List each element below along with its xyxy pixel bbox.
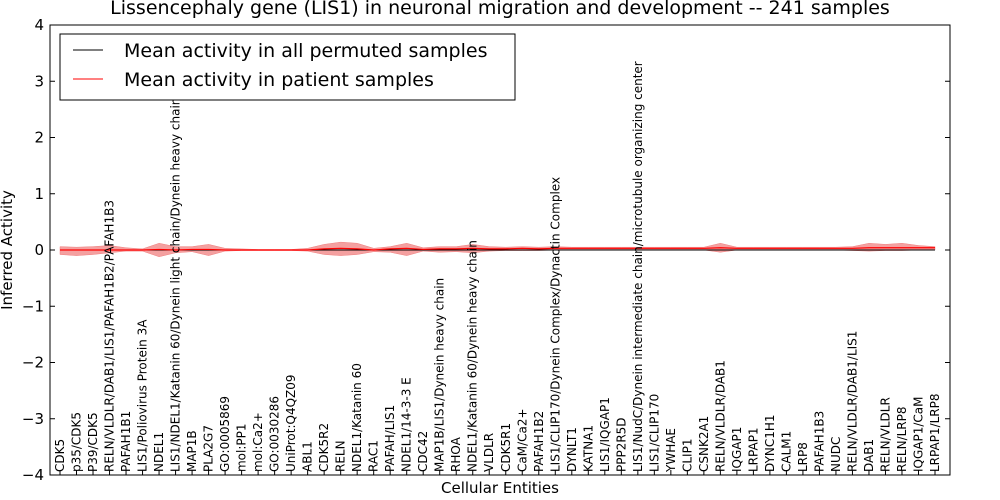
- y-tick-label: −2: [22, 354, 44, 372]
- x-category-label: LRPAP1/LRP8: [928, 393, 942, 472]
- y-axis-title: Inferred Activity: [0, 190, 16, 310]
- x-category-label: RELN/LRP8: [895, 406, 909, 472]
- x-category-label: MAP1B/LIS1/Dynein heavy chain: [433, 278, 447, 472]
- y-tick-label: 1: [34, 185, 44, 203]
- x-category-label: CDK5: [53, 439, 67, 472]
- x-category-label: RELN/VLDLR: [878, 397, 892, 472]
- x-category-label: PAFAH1B1: [119, 411, 133, 472]
- series-line-group: [60, 247, 935, 251]
- x-category-label: PLA2G7: [202, 425, 216, 472]
- x-category-label: RELN/VLDLR/DAB1: [713, 360, 727, 472]
- patient-mean-line: [60, 247, 935, 251]
- x-category-label: mol:PP1: [235, 423, 249, 472]
- x-category-label: MAP1B: [185, 430, 199, 472]
- x-category-label: IQGAP1: [730, 427, 744, 472]
- x-category-label: LIS1/NDEL1/Katanin 60/Dynein light chain…: [169, 98, 183, 472]
- x-category-label: PPP2R5D: [614, 417, 628, 472]
- x-category-label: LIS1/Poliovirus Protein 3A: [136, 319, 150, 472]
- x-category-label: GO:0005869: [218, 396, 232, 472]
- y-tick-label: −4: [22, 466, 44, 484]
- x-category-label: LIS1/IQGAP1: [598, 397, 612, 472]
- x-category-label: DYNC1H1: [763, 414, 777, 472]
- x-category-label: RAC1: [367, 440, 381, 472]
- x-category-label: VLDLR: [482, 433, 496, 472]
- x-category-label: PAFAH/LIS1: [383, 405, 397, 472]
- x-category-label: GO:0030286: [268, 396, 282, 472]
- x-category-label: CDC42: [416, 431, 430, 472]
- x-category-label: RHOA: [449, 436, 463, 472]
- x-category-label: LIS1/CLIP170: [647, 394, 661, 472]
- x-category-label: DAB1: [862, 439, 876, 472]
- y-axis: −4 −3 −2 −1 0 1 2 3 4: [22, 16, 950, 484]
- x-category-label: UniProt:Q4QZ09: [284, 374, 298, 472]
- x-category-label: CDK5R2: [317, 423, 331, 472]
- legend-entry-patient: Mean activity in patient samples: [124, 69, 434, 91]
- x-category-label: CLIP1: [680, 439, 694, 472]
- x-category-label: LIS1/CLIP170/Dynein Complex/Dynactin Com…: [548, 177, 562, 472]
- legend-box: [59, 33, 516, 101]
- x-category-label: YWHAE: [664, 428, 678, 473]
- x-category-label: NDEL1/14-3-3 E: [400, 377, 414, 472]
- y-tick-label: −3: [22, 410, 44, 428]
- legend: Mean activity in all permuted samples Me…: [59, 33, 516, 101]
- y-tick-label: 2: [34, 129, 44, 147]
- x-category-label: RELN/VLDLR/DAB1/LIS1: [845, 331, 859, 472]
- x-axis-labels: CDK5 p35/CDK5 P39/CDK5 RELN/VLDLR/DAB1/LIS1…: [53, 61, 942, 475]
- x-category-label: LRP8: [796, 442, 810, 472]
- x-category-label: mol:Ca2+: [251, 412, 265, 472]
- x-category-label: NDEL1: [152, 432, 166, 472]
- x-category-label: RELN: [334, 440, 348, 472]
- y-tick-label: 0: [34, 241, 44, 259]
- x-category-label: p35/CDK5: [70, 412, 84, 472]
- x-category-label: NUDC: [829, 437, 843, 472]
- x-category-label: RELN/VLDLR/DAB1/LIS1/PAFAH1B2/PAFAH1B3: [103, 200, 117, 472]
- x-category-label: IQGAP1/CaM: [911, 397, 925, 473]
- x-axis-title: Cellular Entities: [441, 479, 559, 497]
- y-tick-label: −1: [22, 297, 44, 315]
- x-category-label: NDEL1/Katanin 60: [350, 363, 364, 472]
- x-category-label: PAFAH1B3: [812, 411, 826, 472]
- x-category-label: LRPAP1: [746, 427, 760, 472]
- x-category-label: KATNA1: [581, 425, 595, 472]
- legend-entry-permuted: Mean activity in all permuted samples: [124, 40, 487, 62]
- x-category-label: NDEL1/Katanin 60/Dynein heavy chain: [466, 240, 480, 472]
- y-tick-label: 4: [34, 16, 44, 34]
- x-category-label: CALM1: [779, 431, 793, 472]
- x-category-label: CSNK2A1: [697, 416, 711, 472]
- x-category-label: CaM/Ca2+: [515, 408, 529, 472]
- x-category-label: DYNLT1: [565, 427, 579, 472]
- x-category-label: CDK5R1: [499, 423, 513, 472]
- chart-title: Lissencephaly gene (LIS1) in neuronal mi…: [110, 0, 890, 19]
- x-category-label: ABL1: [301, 441, 315, 472]
- x-category-label: P39/CDK5: [86, 412, 100, 472]
- x-category-label: LIS1/NudC/Dynein intermediate chain/micr…: [631, 61, 645, 472]
- y-tick-label: 3: [34, 72, 44, 90]
- x-category-label: PAFAH1B2: [532, 411, 546, 472]
